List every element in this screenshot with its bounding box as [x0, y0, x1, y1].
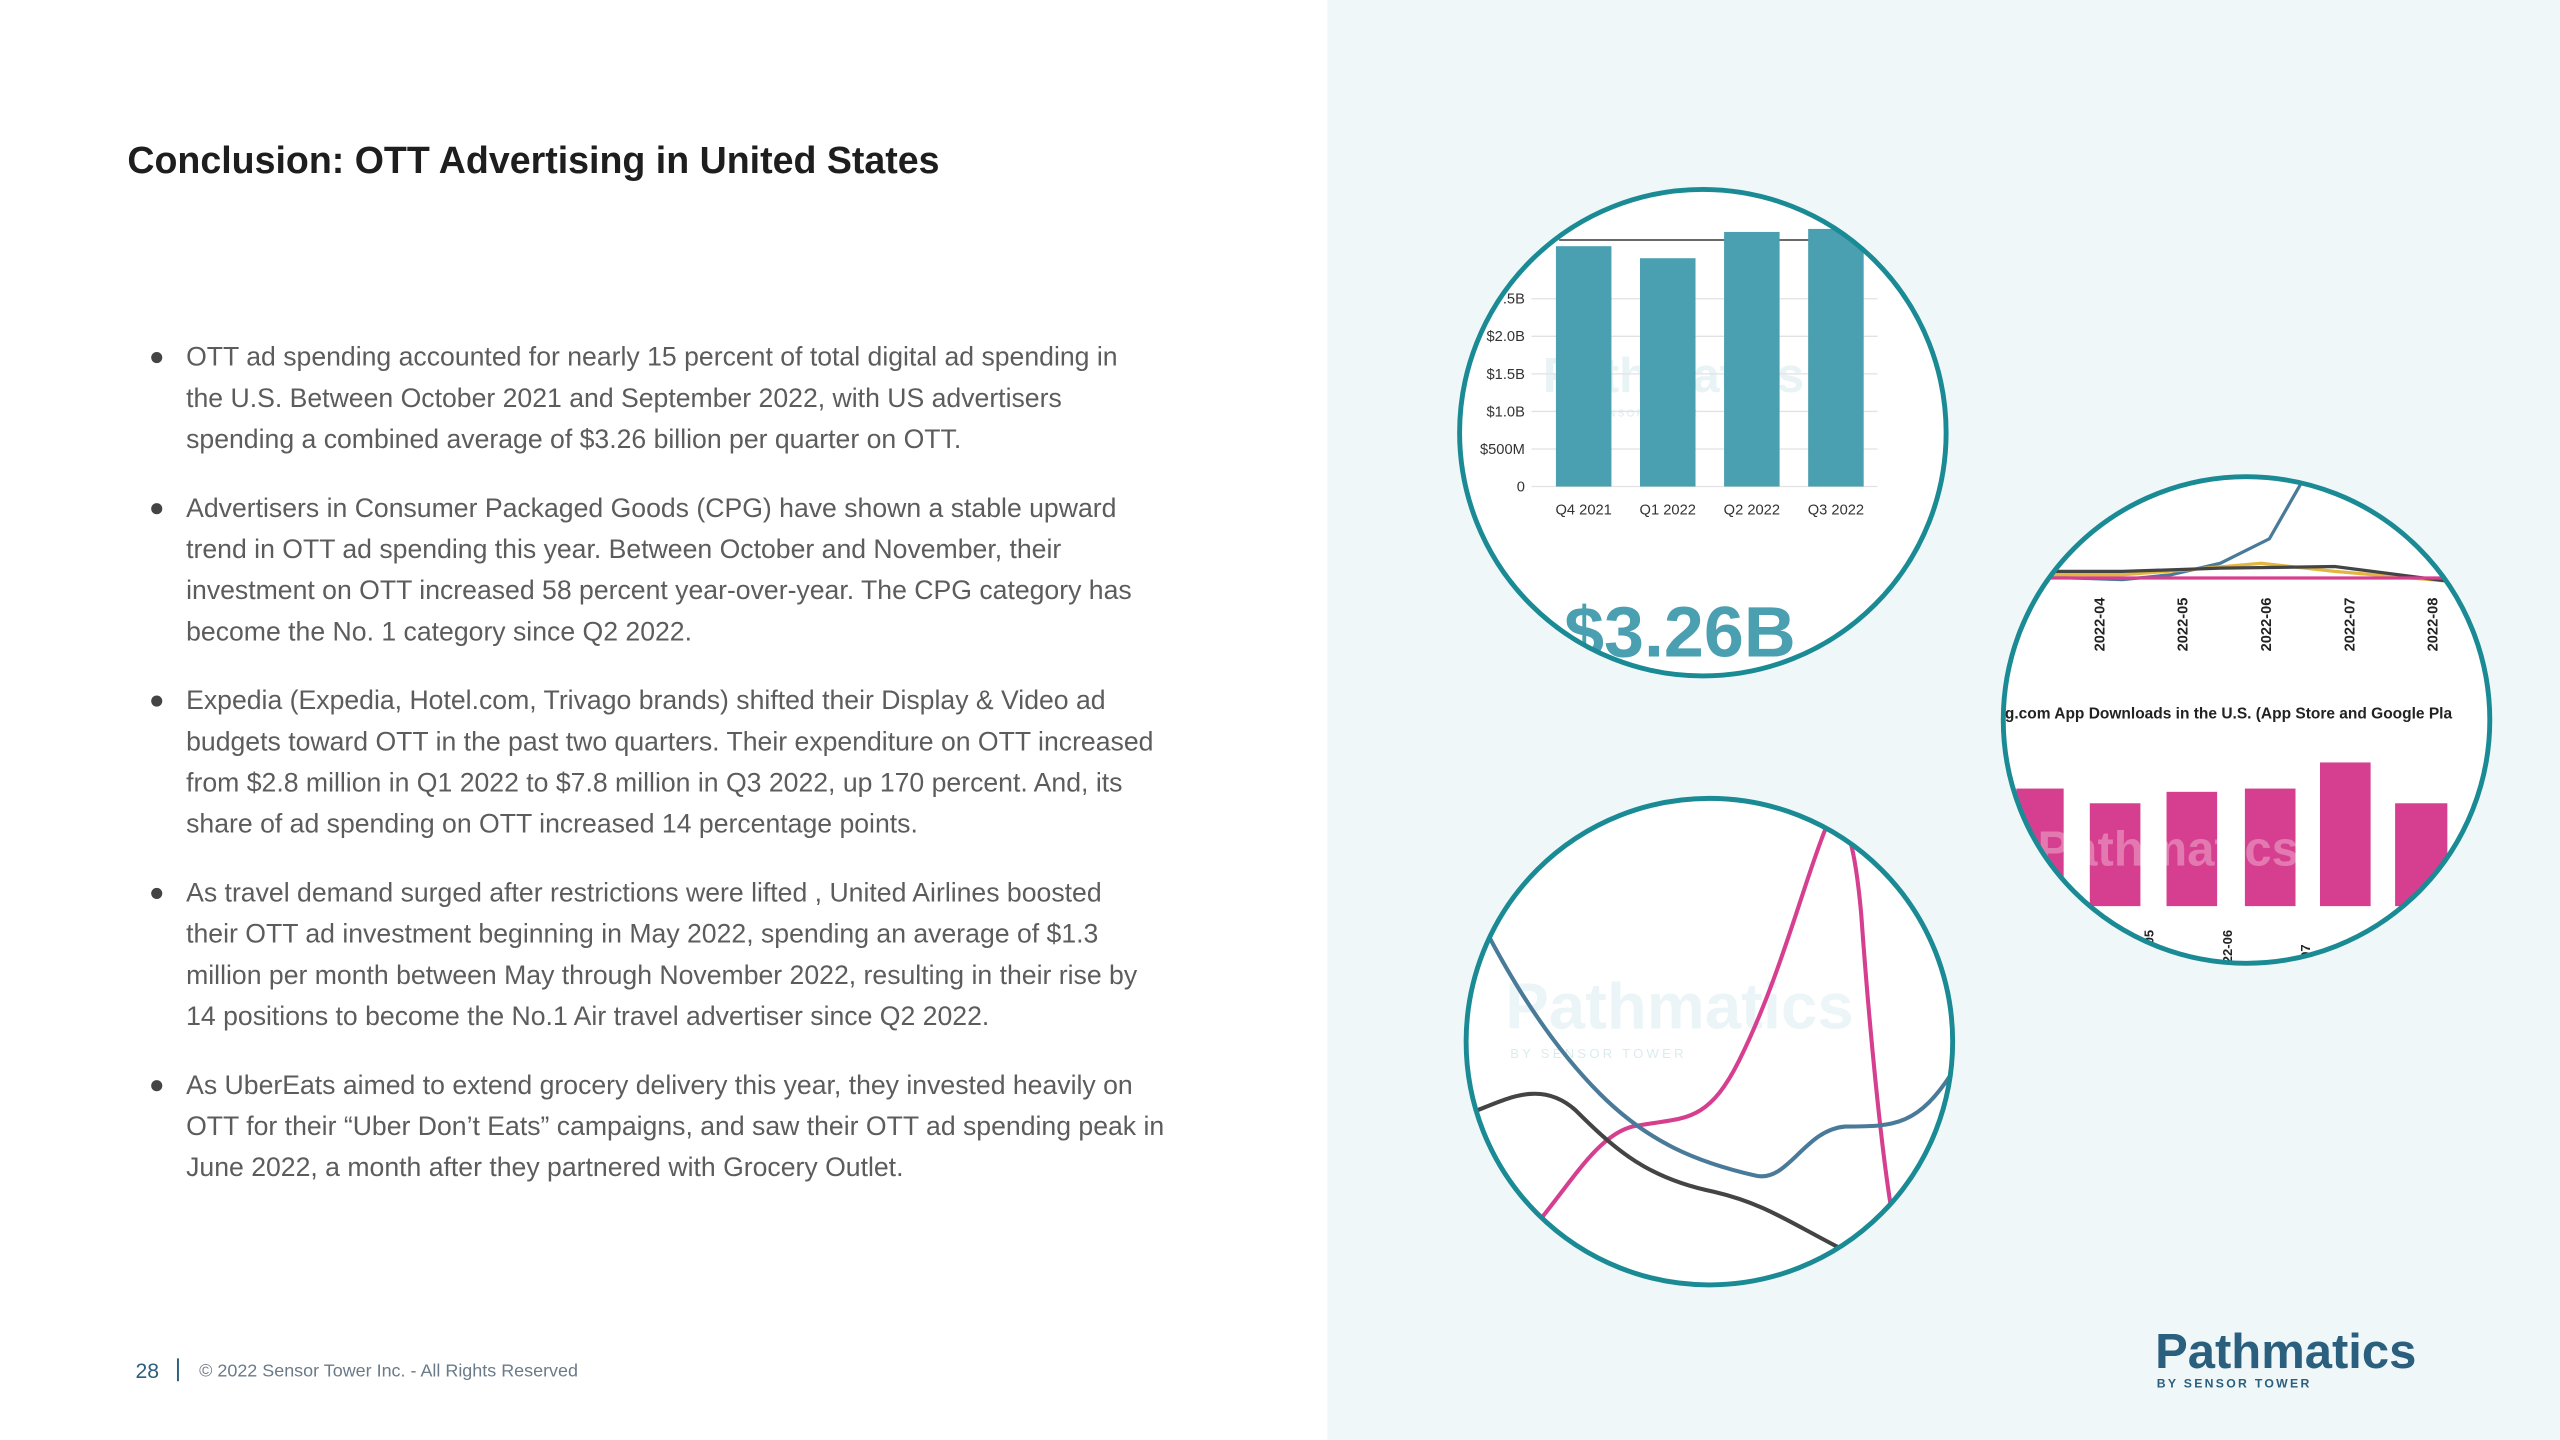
bar [1724, 231, 1780, 487]
bullet-dot [151, 503, 163, 515]
y-tick-label: 0 [1517, 479, 1525, 495]
y-tick-label: $1.0B [1487, 404, 1526, 420]
line [1476, 1091, 1843, 1251]
bullet-text: As travel demand surged after restrictio… [186, 878, 1102, 908]
y-tick-label: .5B [1503, 292, 1525, 308]
bullet-dot [151, 887, 163, 899]
bullet-text: investment on OTT increased 58 percent y… [186, 575, 1132, 605]
bullet-text: Advertisers in Consumer Packaged Goods (… [186, 493, 1116, 523]
bullet-text: their OTT ad investment beginning in May… [186, 919, 1098, 949]
y-tick-label: $2.0B [1487, 329, 1526, 345]
x-tick-label: Q1 2022 [1640, 502, 1696, 518]
bullet-dot [151, 1080, 163, 1092]
bullet-dot [151, 695, 163, 707]
bullet-dot [151, 352, 163, 364]
bar [2089, 803, 2141, 907]
date-label: 2022-05 [2176, 598, 2192, 652]
bullet-text: OTT for their “Uber Don’t Eats” campaign… [186, 1111, 1164, 1141]
bullet-text: trend in OTT ad spending this year. Betw… [186, 534, 1061, 564]
zoom-lines: Pathmatics BY SENSOR TOWER [1475, 819, 1953, 1251]
date-label: 2022-04 [2092, 597, 2108, 652]
bullet-text: Expedia (Expedia, Hotel.com, Trivago bra… [186, 685, 1106, 715]
left-panel [0, 0, 1327, 1440]
y-tick-label: $1.5B [1487, 367, 1526, 383]
logo: Pathmatics [2155, 1325, 2416, 1379]
x-tick-label: Q3 2022 [1808, 502, 1864, 518]
line [1541, 819, 1893, 1218]
bullet-text: As UberEats aimed to extend grocery deli… [186, 1070, 1133, 1100]
slide-title: Conclusion: OTT Advertising in United St… [127, 139, 939, 181]
zoom-bar-chart: Pathmatics BY SENSOR TOWER $3.26B 0$500M… [1480, 228, 1878, 672]
bar [1808, 228, 1864, 487]
zoom-circle [1463, 795, 1956, 1288]
watermark: Pathmatics [1505, 970, 1853, 1043]
line [2003, 564, 2450, 583]
date-label: 2022-08 [2426, 598, 2442, 652]
x-tick-label: Q4 2021 [1555, 502, 1611, 518]
bullet-text: share of ad spending on OTT increased 14… [186, 809, 918, 839]
bullet-text: June 2022, a month after they partnered … [186, 1152, 903, 1182]
bullet-text: budgets toward OTT in the past two quart… [186, 726, 1153, 756]
bar [2244, 788, 2296, 907]
bullet-text: spending a combined average of $3.26 bil… [186, 424, 961, 454]
zoom-circle [1457, 186, 1949, 679]
copyright: © 2022 Sensor Tower Inc. - All Rights Re… [199, 1360, 578, 1380]
bar [1640, 258, 1696, 487]
line [1475, 913, 1953, 1179]
bar [2320, 762, 2371, 907]
zoom-circle-bg [1466, 798, 1953, 1285]
date-label: 2022-06 [2259, 598, 2275, 652]
bullet-text: from $2.8 million in Q1 2022 to $7.8 mil… [186, 768, 1122, 798]
bullet-list: OTT ad spending accounted for nearly 15 … [151, 342, 1164, 1182]
watermark: Pathmatics [2038, 822, 2299, 876]
zoom-circle [2000, 474, 2493, 966]
logo-tagline: BY SENSOR TOWER [2157, 1377, 2312, 1391]
bullet-text: million per month between May through No… [186, 960, 1138, 990]
watermark-tagline: BY SENSOR TOWER [1510, 1046, 1687, 1061]
bullet-text: the U.S. Between October 2021 and Septem… [186, 383, 1062, 413]
bar [1555, 246, 1612, 487]
bullet-text: 14 positions to become the No.1 Air trav… [186, 1001, 989, 1031]
x-tick-label: Q2 2022 [1724, 502, 1780, 518]
date-label: 22-06 [2220, 930, 2235, 963]
bullet-text: become the No. 1 category since Q2 2022. [186, 616, 692, 646]
bar [2166, 791, 2218, 907]
page-number: 28 [136, 1360, 160, 1383]
bullet-text: OTT ad spending accounted for nearly 15 … [186, 342, 1117, 372]
y-tick-label: $500M [1480, 442, 1525, 458]
date-label: 2022-07 [2342, 598, 2358, 652]
watermark-tagline: BY SENSOR TOWER [1567, 408, 1699, 419]
chart-title: g.com App Downloads in the U.S. (App Sto… [2005, 705, 2453, 722]
